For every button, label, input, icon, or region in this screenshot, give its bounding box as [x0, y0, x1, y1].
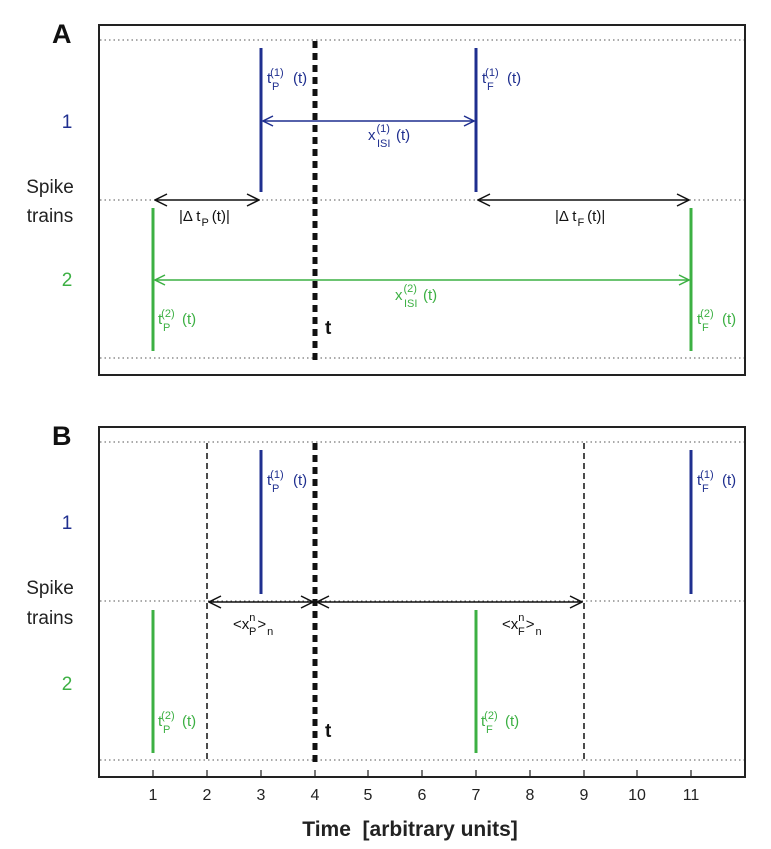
x-tick-label: 8 — [526, 787, 535, 804]
x-tick-label: 7 — [472, 787, 481, 804]
x-tick-label: 2 — [203, 787, 212, 804]
x-axis: 1 2 3 4 5 6 7 8 9 10 11 Time [arbitrary … — [149, 770, 700, 841]
panel-a: A 1 Spike trains 2 t t(1) P (t) t(1) F (t) — [26, 19, 746, 376]
panel-a-xisi1-label: x(1) ISI (t) — [368, 123, 410, 150]
panel-b-tf1-label: t(1) F (t) — [697, 469, 736, 495]
panel-a-tf1-label: t(1) F (t) — [482, 67, 521, 93]
panel-a-t-label: t — [325, 318, 332, 339]
panel-a-frame — [98, 24, 746, 376]
panel-b-letter: B — [52, 421, 72, 451]
panel-a-xisi2-label: x(2) ISI (t) — [395, 283, 437, 310]
panel-a-letter: A — [52, 19, 72, 49]
x-tick-label: 9 — [580, 787, 589, 804]
panel-b-train1-label: 1 — [62, 513, 73, 534]
panel-a-train2-label: 2 — [62, 270, 73, 291]
panel-a-delta-tf-label: |Δ tF (t)| — [555, 208, 605, 229]
panel-a-tf2-label: t(2) F (t) — [697, 308, 736, 334]
x-axis-title: Time [arbitrary units] — [302, 818, 518, 841]
x-tick-label: 3 — [257, 787, 266, 804]
panel-b-t-label: t — [325, 721, 332, 742]
panel-a-delta-tp-label: |Δ tP (t)| — [179, 208, 230, 229]
x-tick-label: 11 — [683, 787, 700, 804]
x-tick-label: 6 — [418, 787, 427, 804]
panel-b-tf2-label: t(2) F (t) — [481, 710, 519, 736]
panel-b: B 1 Spike trains 2 t t(1) P (t) t(1) F (t) <… — [26, 421, 746, 841]
panel-b-tp2-label: t(2) P (t) — [158, 710, 196, 736]
panel-b-avg-follow-label: <xn F>n — [502, 612, 542, 638]
x-tick-label: 5 — [364, 787, 373, 804]
panel-b-avg-prev-label: <xn P>n — [233, 612, 273, 638]
panel-b-tp1-label: t(1) P (t) — [267, 469, 307, 495]
panel-a-spike-label: Spike — [26, 177, 74, 198]
panel-a-trains-label: trains — [27, 206, 73, 227]
x-tick-label: 1 — [149, 787, 158, 804]
panel-a-tp2-label: t(2) P (t) — [158, 308, 196, 334]
x-tick-label: 10 — [628, 787, 646, 804]
panel-a-tp1-label: t(1) P (t) — [267, 67, 307, 93]
x-tick-label: 4 — [311, 787, 320, 804]
panel-b-spike-label: Spike — [26, 578, 74, 599]
panel-b-trains-label: trains — [27, 608, 73, 629]
panel-b-train2-label: 2 — [62, 674, 73, 695]
panel-a-train1-label: 1 — [62, 112, 73, 133]
